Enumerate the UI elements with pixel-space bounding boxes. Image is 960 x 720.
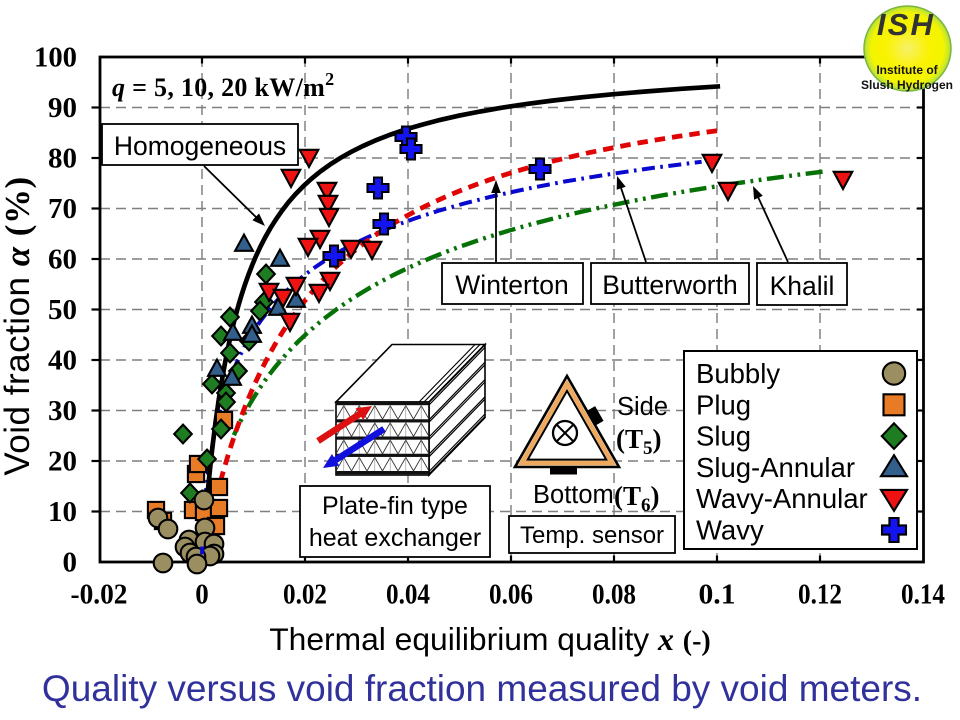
svg-text:0.12: 0.12 xyxy=(798,579,842,611)
svg-text:0.06: 0.06 xyxy=(489,579,533,611)
svg-text:Wavy-Annular: Wavy-Annular xyxy=(696,483,868,514)
svg-text:heat exchanger: heat exchanger xyxy=(309,524,481,552)
svg-text:Wavy: Wavy xyxy=(696,515,764,546)
svg-text:Homogeneous: Homogeneous xyxy=(114,131,286,161)
svg-text:90: 90 xyxy=(48,92,77,124)
svg-text:30: 30 xyxy=(48,395,77,427)
svg-text:Slug: Slug xyxy=(696,421,751,452)
svg-text:Void fraction α (%): Void fraction α (%) xyxy=(0,176,37,475)
svg-text:Slug-Annular: Slug-Annular xyxy=(696,452,855,483)
svg-text:0: 0 xyxy=(195,579,209,611)
svg-text:Khalil: Khalil xyxy=(770,271,835,301)
svg-text:50: 50 xyxy=(48,294,77,326)
svg-text:Thermal equilibrium quality x: Thermal equilibrium quality x (-) xyxy=(269,621,711,657)
svg-text:Plate-fin type: Plate-fin type xyxy=(322,492,468,520)
svg-text:Plug: Plug xyxy=(696,389,751,420)
svg-text:0.08: 0.08 xyxy=(592,579,636,611)
svg-text:q = 5, 10, 20 kW/m2: q = 5, 10, 20 kW/m2 xyxy=(112,69,334,102)
svg-text:10: 10 xyxy=(48,496,77,528)
svg-text:Institute of: Institute of xyxy=(876,63,938,77)
svg-text:(T5): (T5) xyxy=(616,424,662,459)
svg-text:0.14: 0.14 xyxy=(901,579,945,611)
svg-text:ISH: ISH xyxy=(877,7,935,42)
svg-text:Temp. sensor: Temp. sensor xyxy=(520,522,664,549)
svg-text:0: 0 xyxy=(63,547,78,579)
svg-text:-0.02: -0.02 xyxy=(71,579,128,611)
svg-text:Bottom: Bottom xyxy=(533,481,614,509)
svg-text:0.04: 0.04 xyxy=(386,579,430,611)
svg-text:Side: Side xyxy=(617,393,668,421)
svg-text:Winterton: Winterton xyxy=(455,270,568,300)
svg-text:Bubbly: Bubbly xyxy=(696,358,780,389)
svg-text:(T6): (T6) xyxy=(614,481,660,516)
svg-text:0.1: 0.1 xyxy=(699,579,736,611)
svg-text:100: 100 xyxy=(34,42,77,74)
svg-text:60: 60 xyxy=(48,244,77,276)
svg-text:70: 70 xyxy=(48,193,77,225)
svg-text:40: 40 xyxy=(48,345,77,377)
svg-text:20: 20 xyxy=(48,446,77,478)
svg-text:0.02: 0.02 xyxy=(283,579,327,611)
svg-text:Quality versus void fraction m: Quality versus void fraction measured by… xyxy=(42,668,922,709)
svg-text:Slush Hydrogen: Slush Hydrogen xyxy=(861,78,953,92)
svg-text:80: 80 xyxy=(48,143,77,175)
svg-text:Butterworth: Butterworth xyxy=(602,270,738,300)
